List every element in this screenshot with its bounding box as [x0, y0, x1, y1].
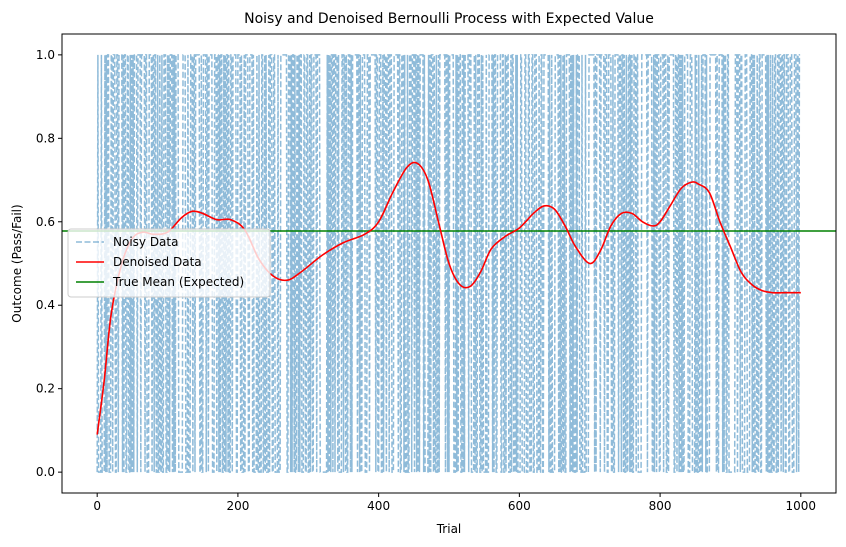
x-tick-label: 800 — [649, 499, 672, 513]
legend-label: Denoised Data — [113, 255, 202, 269]
y-tick-label: 0.6 — [36, 215, 55, 229]
y-axis: 0.0 0.2 0.4 0.6 0.8 1.0 — [36, 48, 62, 479]
x-axis: 0 200 400 600 800 1000 — [93, 493, 816, 513]
legend-label: True Mean (Expected) — [112, 275, 244, 289]
x-axis-label: Trial — [436, 522, 462, 536]
y-tick-label: 1.0 — [36, 48, 55, 62]
legend: Noisy Data Denoised Data True Mean (Expect… — [67, 228, 271, 298]
denoised-data-line — [96, 161, 801, 435]
x-tick-label: 400 — [367, 499, 390, 513]
y-tick-label: 0.2 — [36, 382, 55, 396]
plot-area — [61, 33, 837, 494]
x-tick-label: 600 — [508, 499, 531, 513]
y-axis-label: Outcome (Pass/Fail) — [10, 204, 24, 322]
chart-title: Noisy and Denoised Bernoulli Process wit… — [244, 11, 654, 27]
denoised-data-series — [96, 161, 801, 435]
x-tick-label: 200 — [226, 499, 249, 513]
y-tick-label: 0.8 — [36, 131, 55, 145]
x-tick-label: 0 — [93, 499, 101, 513]
x-tick-label: 1000 — [786, 499, 817, 513]
y-tick-label: 0.4 — [36, 298, 55, 312]
legend-label: Noisy Data — [113, 235, 178, 249]
y-tick-label: 0.0 — [36, 465, 55, 479]
legend-box — [67, 228, 271, 298]
